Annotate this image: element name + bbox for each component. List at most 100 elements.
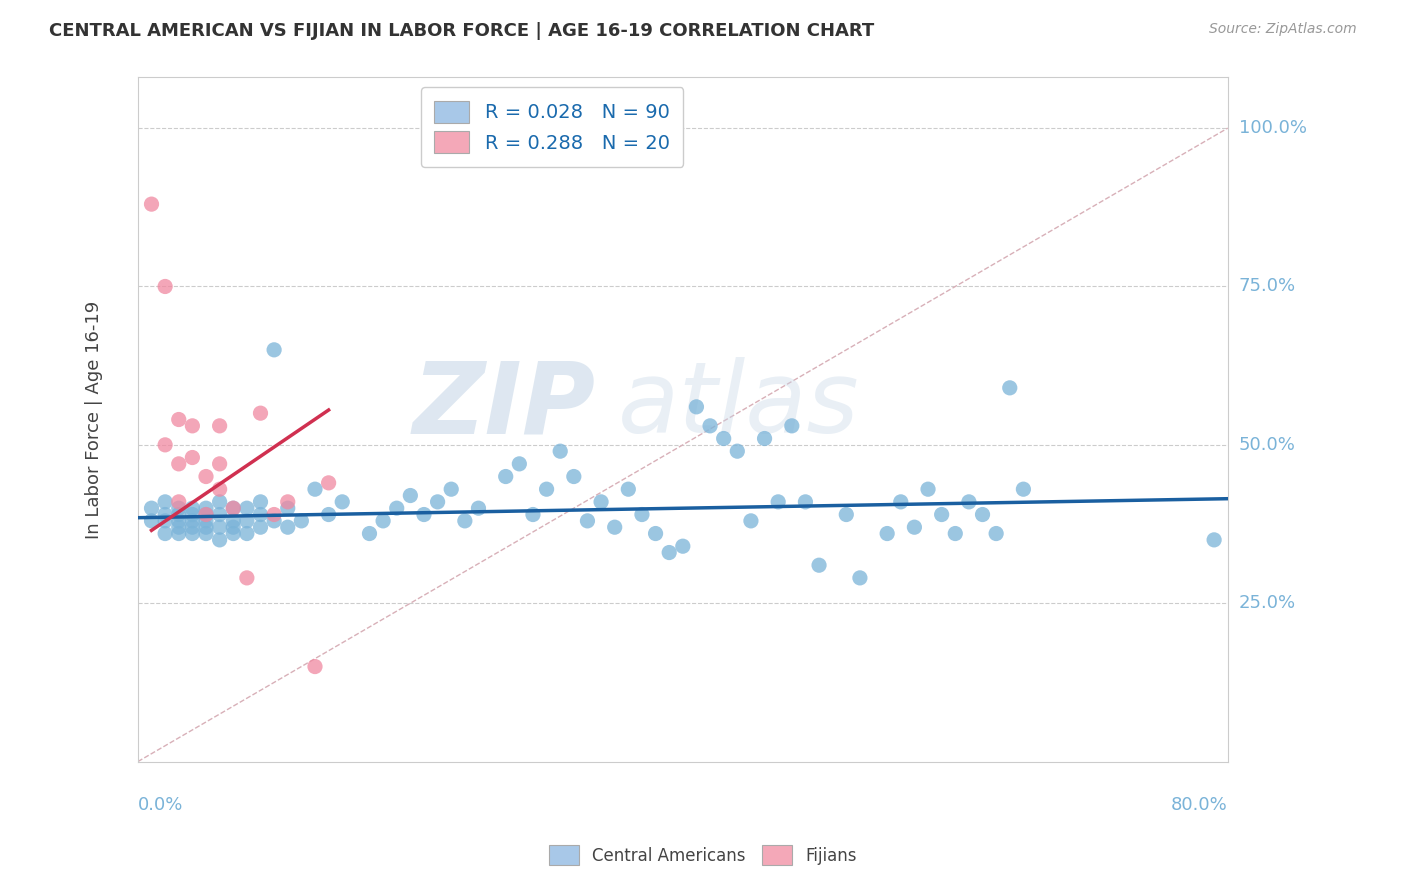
Point bbox=[371, 514, 394, 528]
Point bbox=[766, 495, 789, 509]
Point bbox=[318, 508, 340, 522]
Point bbox=[153, 495, 176, 509]
Point bbox=[713, 432, 735, 446]
Point bbox=[548, 444, 571, 458]
Point bbox=[467, 501, 489, 516]
Point bbox=[562, 469, 585, 483]
Point bbox=[318, 475, 340, 490]
Text: Source: ZipAtlas.com: Source: ZipAtlas.com bbox=[1209, 22, 1357, 37]
Point bbox=[195, 520, 218, 534]
Point bbox=[236, 571, 259, 585]
Text: 100.0%: 100.0% bbox=[1239, 120, 1306, 137]
Point bbox=[740, 514, 762, 528]
Point bbox=[236, 514, 259, 528]
Point bbox=[399, 489, 422, 503]
Point bbox=[167, 514, 190, 528]
Point bbox=[167, 457, 190, 471]
Point bbox=[222, 501, 245, 516]
Point bbox=[141, 501, 163, 516]
Point bbox=[359, 526, 381, 541]
Point bbox=[835, 508, 858, 522]
Point bbox=[181, 520, 204, 534]
Point bbox=[454, 514, 477, 528]
Point bbox=[508, 457, 530, 471]
Legend: R = 0.028   N = 90, R = 0.288   N = 20: R = 0.028 N = 90, R = 0.288 N = 20 bbox=[420, 87, 683, 167]
Point bbox=[181, 508, 204, 522]
Text: 75.0%: 75.0% bbox=[1239, 277, 1296, 295]
Point bbox=[536, 482, 558, 496]
Point bbox=[167, 520, 190, 534]
Point bbox=[195, 508, 218, 522]
Point bbox=[304, 482, 326, 496]
Point bbox=[658, 545, 681, 559]
Text: ZIP: ZIP bbox=[412, 358, 596, 454]
Text: atlas: atlas bbox=[617, 358, 859, 454]
Point bbox=[984, 526, 1007, 541]
Point bbox=[153, 279, 176, 293]
Point bbox=[249, 508, 271, 522]
Point bbox=[222, 514, 245, 528]
Text: 0.0%: 0.0% bbox=[138, 797, 183, 814]
Point bbox=[754, 432, 776, 446]
Point bbox=[1012, 482, 1035, 496]
Point bbox=[141, 514, 163, 528]
Point bbox=[222, 526, 245, 541]
Point bbox=[277, 520, 299, 534]
Point bbox=[153, 438, 176, 452]
Point bbox=[181, 450, 204, 465]
Point bbox=[725, 444, 748, 458]
Point bbox=[181, 418, 204, 433]
Point bbox=[290, 514, 312, 528]
Point bbox=[153, 508, 176, 522]
Point bbox=[330, 495, 353, 509]
Point bbox=[195, 508, 218, 522]
Point bbox=[413, 508, 436, 522]
Point bbox=[617, 482, 640, 496]
Point bbox=[263, 343, 285, 357]
Point bbox=[167, 501, 190, 516]
Point bbox=[263, 508, 285, 522]
Point bbox=[385, 501, 408, 516]
Point bbox=[699, 418, 721, 433]
Point bbox=[167, 495, 190, 509]
Point bbox=[208, 508, 231, 522]
Point bbox=[972, 508, 994, 522]
Point bbox=[440, 482, 463, 496]
Text: 80.0%: 80.0% bbox=[1171, 797, 1227, 814]
Point bbox=[903, 520, 925, 534]
Point bbox=[495, 469, 517, 483]
Point bbox=[249, 495, 271, 509]
Point bbox=[780, 418, 803, 433]
Point bbox=[195, 469, 218, 483]
Point bbox=[277, 495, 299, 509]
Text: 25.0%: 25.0% bbox=[1239, 594, 1296, 612]
Point bbox=[631, 508, 654, 522]
Point bbox=[876, 526, 898, 541]
Point bbox=[236, 501, 259, 516]
Point bbox=[263, 514, 285, 528]
Text: 50.0%: 50.0% bbox=[1239, 436, 1295, 454]
Point bbox=[304, 659, 326, 673]
Point bbox=[222, 501, 245, 516]
Point bbox=[277, 501, 299, 516]
Point bbox=[167, 526, 190, 541]
Point bbox=[181, 526, 204, 541]
Point bbox=[181, 514, 204, 528]
Point bbox=[195, 526, 218, 541]
Point bbox=[808, 558, 831, 573]
Point bbox=[917, 482, 939, 496]
Point bbox=[167, 412, 190, 426]
Point bbox=[426, 495, 449, 509]
Point bbox=[591, 495, 613, 509]
Point bbox=[153, 526, 176, 541]
Point bbox=[522, 508, 544, 522]
Point bbox=[181, 501, 204, 516]
Point bbox=[1204, 533, 1226, 547]
Point bbox=[153, 514, 176, 528]
Point bbox=[167, 508, 190, 522]
Point bbox=[603, 520, 626, 534]
Point bbox=[890, 495, 912, 509]
Point bbox=[236, 526, 259, 541]
Point bbox=[685, 400, 707, 414]
Point bbox=[208, 520, 231, 534]
